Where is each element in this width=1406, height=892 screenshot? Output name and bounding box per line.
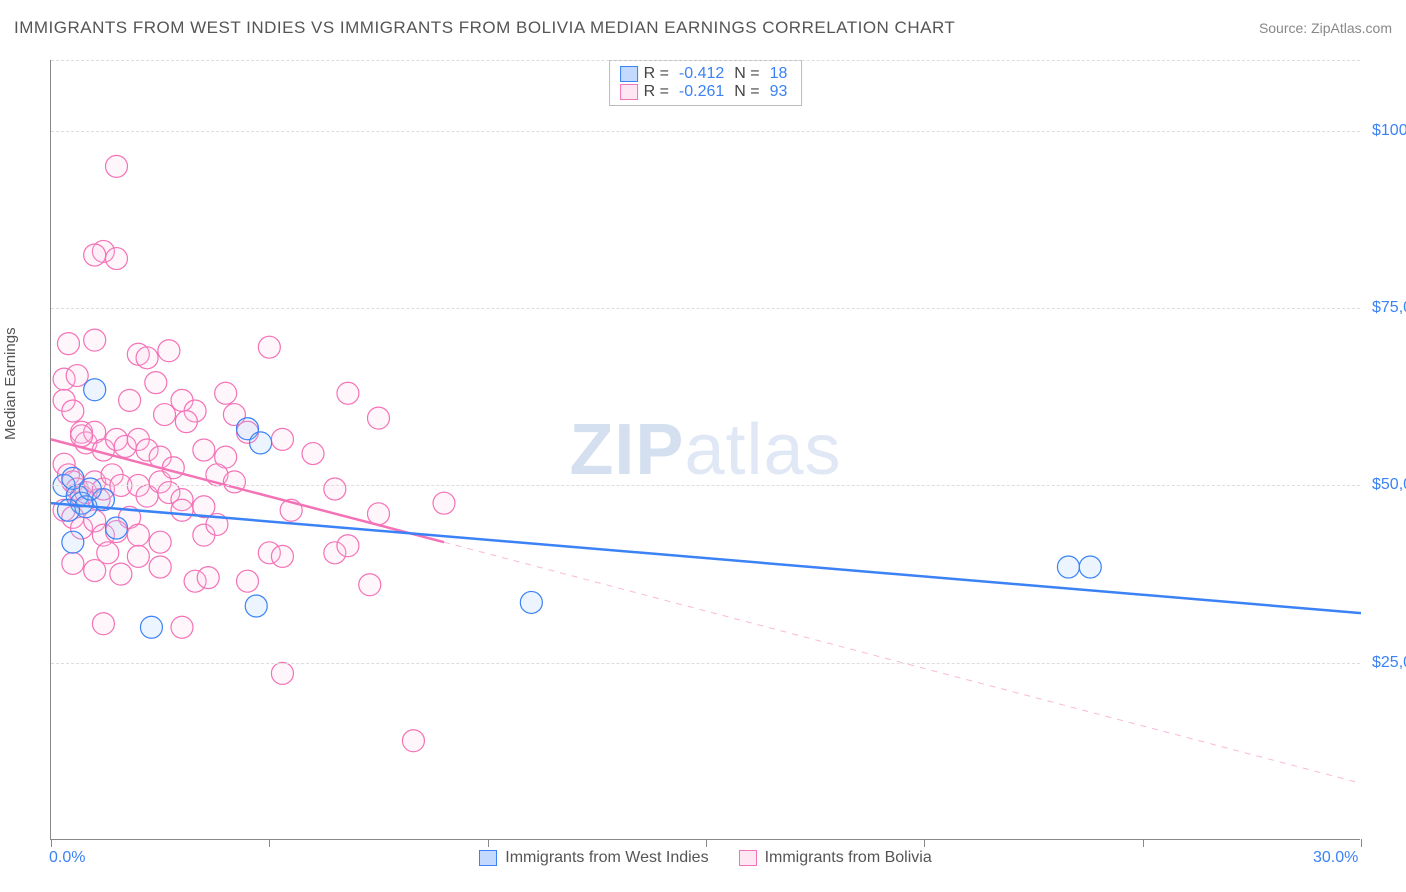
legend-item-bolivia: Immigrants from Bolivia <box>739 849 932 867</box>
y-axis-label: Median Earnings <box>2 327 19 440</box>
swatch-bolivia-bottom <box>739 850 757 866</box>
legend-row-west-indies: R = -0.412 N = 18 <box>620 65 792 83</box>
chart-title: IMMIGRANTS FROM WEST INDIES VS IMMIGRANT… <box>14 18 955 38</box>
scatter-svg <box>51 60 1360 839</box>
correlation-legend: R = -0.412 N = 18 R = -0.261 N = 93 <box>609 60 803 106</box>
legend-row-bolivia: R = -0.261 N = 93 <box>620 83 792 101</box>
swatch-bolivia <box>620 84 638 100</box>
y-tick-label: $50,000 <box>1364 476 1406 494</box>
x-tick-label: 0.0% <box>49 849 85 867</box>
swatch-west-indies <box>620 66 638 82</box>
y-tick-label: $25,000 <box>1364 654 1406 672</box>
series-legend: Immigrants from West Indies Immigrants f… <box>51 849 1360 867</box>
legend-item-west-indies: Immigrants from West Indies <box>479 849 708 867</box>
x-tick-label: 30.0% <box>1313 849 1358 867</box>
chart-plot-area: ZIPatlas R = -0.412 N = 18 R = -0.261 N … <box>50 60 1360 840</box>
y-tick-label: $75,000 <box>1364 299 1406 317</box>
y-tick-label: $100,000 <box>1364 122 1406 140</box>
swatch-west-indies-bottom <box>479 850 497 866</box>
source-attribution: Source: ZipAtlas.com <box>1259 20 1392 36</box>
